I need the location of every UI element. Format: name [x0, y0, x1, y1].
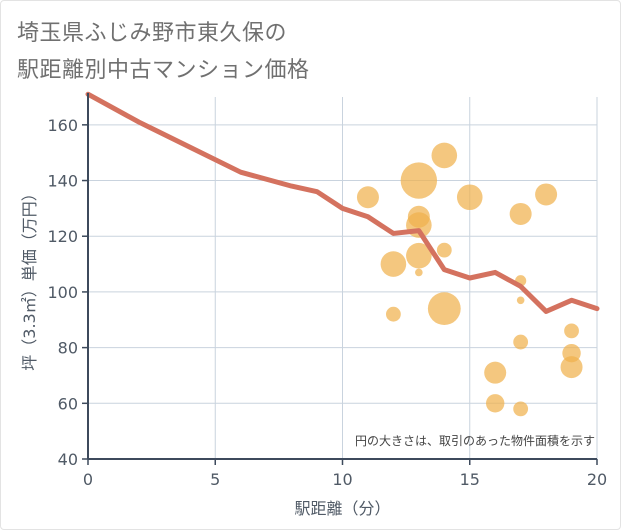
x-tick-label: 20	[587, 470, 607, 489]
x-tick-label: 0	[83, 470, 93, 489]
bubble-point	[415, 268, 423, 277]
bubble-point	[431, 142, 458, 169]
x-tick-label: 5	[210, 470, 220, 489]
y-tick-label: 80	[58, 339, 78, 358]
bubble-point	[560, 356, 583, 379]
bubble-point	[456, 184, 483, 211]
y-tick-label: 160	[47, 116, 78, 135]
chart-title-line-2: 駅距離別中古マンション価格	[17, 58, 310, 83]
y-tick-label: 140	[47, 172, 78, 191]
y-axis-label: 坪（3.3㎡）単価（万円）	[20, 185, 39, 370]
y-tick-label: 60	[58, 394, 78, 413]
bubble-size-note: 円の大きさは、取引のあった物件面積を示す	[355, 433, 595, 448]
axes	[82, 93, 598, 465]
bubble-point	[564, 323, 579, 339]
tick-labels: 40 60 80 100 120 140 160 0 5 10 15 20	[47, 116, 607, 489]
x-tick-label: 15	[460, 470, 480, 489]
bubble-point	[513, 401, 529, 417]
grid-lines	[88, 97, 598, 459]
x-tick-label: 10	[332, 470, 352, 489]
y-tick-label: 100	[47, 283, 78, 302]
bubble-point	[427, 292, 461, 326]
bubble-point	[406, 242, 432, 269]
bubble-point	[513, 334, 529, 350]
average-line-series	[85, 91, 600, 314]
y-tick-label: 40	[58, 450, 78, 469]
chart-title-line-1: 埼玉県ふじみ野市東久保の	[17, 21, 288, 46]
bubble-point	[386, 306, 401, 322]
y-tick-label: 120	[47, 227, 78, 246]
x-axis-label: 駅距離（分）	[294, 499, 390, 518]
bubble-point	[400, 162, 438, 199]
average-price-line	[85, 91, 600, 314]
bubble-point	[486, 394, 505, 413]
bubble-point	[356, 186, 379, 209]
bubble-series	[356, 142, 583, 417]
bubble-point	[484, 361, 507, 384]
bubble-point	[380, 251, 407, 277]
bubble-point	[535, 183, 558, 206]
bubble-point	[436, 242, 452, 258]
bubble-point	[516, 296, 525, 305]
bubble-point	[509, 202, 532, 225]
